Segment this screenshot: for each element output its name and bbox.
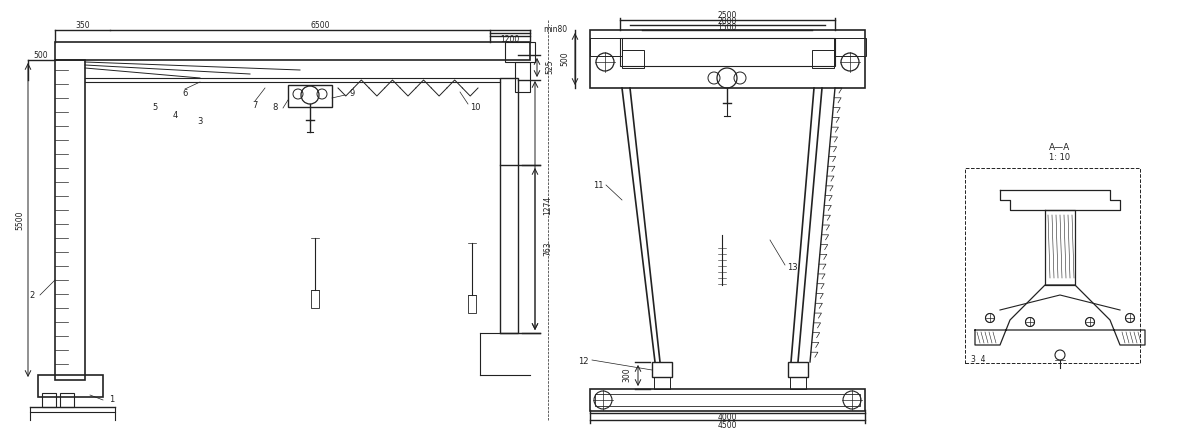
Text: A—A: A—A (1049, 143, 1070, 152)
Bar (834, 38, 866, 56)
Text: 1500: 1500 (718, 23, 737, 32)
Bar (620, 38, 835, 66)
Bar (515, 62, 530, 92)
Bar (500, 78, 518, 333)
Bar (42, 393, 56, 407)
Text: 7: 7 (252, 100, 258, 110)
Bar (654, 377, 670, 389)
Text: 500: 500 (560, 52, 570, 66)
Bar (790, 377, 806, 389)
Circle shape (1026, 317, 1034, 326)
Text: 9: 9 (349, 88, 355, 97)
Text: 350: 350 (76, 22, 90, 30)
Text: 13: 13 (787, 264, 797, 272)
Bar (55, 60, 85, 380)
Circle shape (985, 313, 995, 323)
Bar (505, 42, 535, 62)
Text: 763: 763 (544, 242, 552, 256)
Polygon shape (1000, 190, 1120, 210)
Bar (38, 375, 103, 397)
Bar (60, 393, 74, 407)
Circle shape (1086, 317, 1094, 326)
Bar (468, 295, 476, 313)
Bar (788, 362, 808, 377)
Text: 300: 300 (623, 368, 631, 382)
Text: 2: 2 (29, 291, 35, 300)
Bar (595, 394, 860, 406)
Text: 2000: 2000 (718, 17, 737, 26)
Text: 5500: 5500 (16, 210, 24, 230)
Circle shape (1086, 317, 1094, 326)
Text: 4: 4 (173, 110, 178, 120)
Text: 1200: 1200 (500, 35, 520, 43)
Text: 6: 6 (182, 88, 187, 97)
Text: 6500: 6500 (311, 22, 330, 30)
Bar (55, 42, 530, 60)
Circle shape (1126, 313, 1134, 323)
Text: 1: 10: 1: 10 (1050, 152, 1070, 162)
Bar (590, 38, 622, 56)
Text: 8: 8 (272, 103, 277, 113)
Bar (590, 30, 865, 88)
Bar (652, 362, 672, 377)
Text: 10: 10 (469, 103, 480, 113)
Text: 4000: 4000 (718, 414, 737, 423)
Text: 1274: 1274 (544, 195, 552, 215)
Text: 2500: 2500 (718, 12, 737, 20)
Text: 11: 11 (593, 181, 604, 190)
Bar (812, 50, 834, 68)
Text: 1: 1 (109, 395, 115, 404)
Bar (965, 168, 1140, 363)
Text: 500: 500 (34, 52, 48, 61)
Text: 525: 525 (546, 60, 554, 74)
Circle shape (1126, 313, 1134, 323)
Circle shape (1026, 317, 1034, 326)
Bar (288, 85, 332, 107)
Text: 5: 5 (152, 103, 157, 113)
Text: 3: 3 (197, 117, 203, 126)
Circle shape (985, 313, 995, 323)
Bar (622, 50, 644, 68)
Text: 4500: 4500 (718, 420, 737, 430)
Text: 3  4: 3 4 (971, 355, 985, 365)
Bar (590, 389, 865, 411)
Text: min80: min80 (542, 26, 568, 35)
Bar (311, 290, 319, 308)
Text: 12: 12 (577, 358, 588, 366)
